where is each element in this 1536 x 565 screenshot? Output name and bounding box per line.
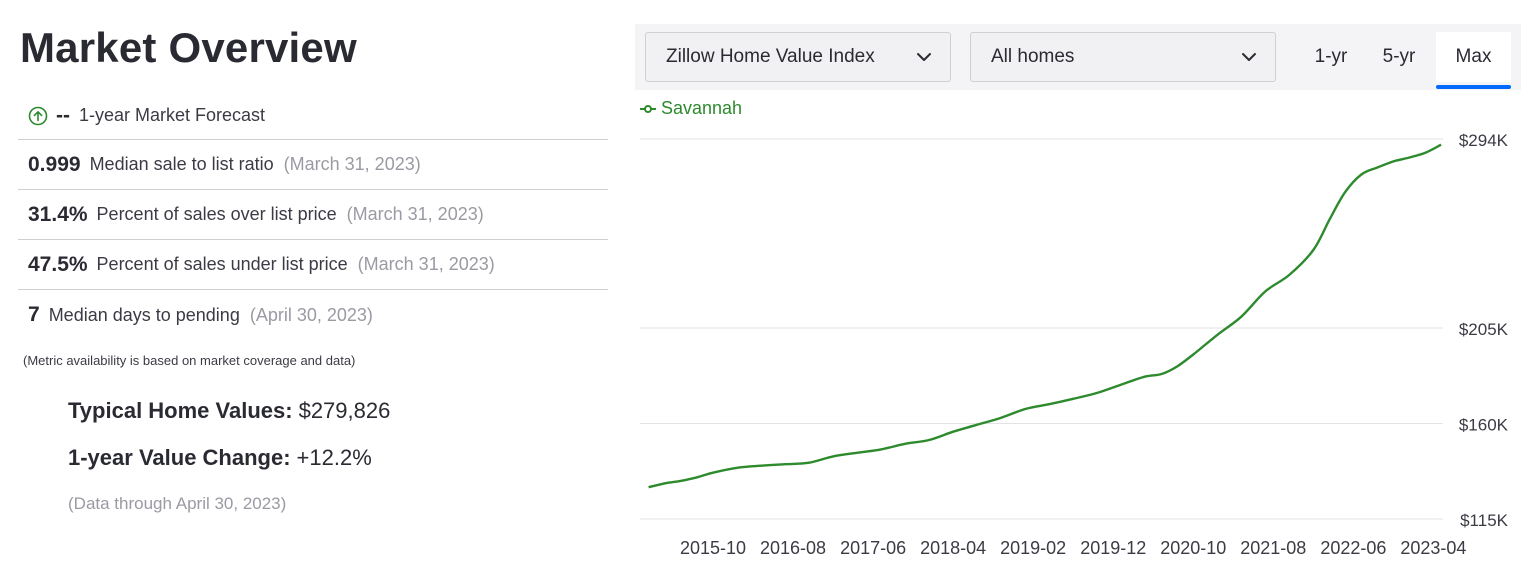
series-line-savannah: [648, 143, 1442, 489]
typical-home-values-label: Typical Home Values:: [68, 398, 293, 423]
index-select-value: Zillow Home Value Index: [666, 46, 875, 67]
arrow-up-circle-icon: [28, 106, 48, 126]
home-value-chart: $294K $205K $160K $115K 2015-10 2016-08 2017-0…: [640, 131, 1509, 558]
y-tick-label: $115K: [1460, 511, 1509, 530]
metric-row-over-list: 31.4% Percent of sales over list price (…: [18, 190, 608, 240]
metric-value: --: [56, 103, 70, 127]
metric-row-under-list: 47.5% Percent of sales under list price …: [18, 240, 608, 290]
x-tick-label: 2019-12: [1080, 538, 1146, 558]
x-tick-label: 2021-08: [1240, 538, 1306, 558]
metric-value: 31.4%: [28, 202, 88, 226]
home-type-select[interactable]: All homes: [970, 32, 1276, 82]
range-5yr-button[interactable]: 5-yr: [1382, 46, 1416, 67]
y-tick-label: $160K: [1459, 415, 1509, 434]
metric-row-forecast: -- 1-year Market Forecast: [18, 92, 608, 140]
market-overview-panel: Market Overview -- 1-year Market Forecas…: [0, 0, 620, 565]
y-tick-label: $205K: [1459, 320, 1509, 339]
metric-row-days-pending: 7 Median days to pending (April 30, 2023…: [18, 290, 608, 340]
range-1yr-button[interactable]: 1-yr: [1314, 46, 1348, 67]
metric-label: Percent of sales over list price: [96, 204, 337, 224]
data-through-date: (Data through April 30, 2023): [68, 494, 287, 513]
metric-availability-note: (Metric availability is based on market …: [23, 353, 356, 368]
active-range-indicator: [1436, 85, 1511, 89]
metric-date: (March 31, 2023): [346, 204, 484, 224]
x-tick-label: 2022-06: [1320, 538, 1386, 558]
typical-home-values-value: $279,826: [298, 398, 391, 423]
legend-line-marker-icon: [640, 104, 656, 113]
chevron-down-icon: [1242, 53, 1256, 61]
value-change-value: +12.2%: [296, 445, 372, 470]
typical-home-values: Typical Home Values: $279,826: [68, 398, 390, 424]
index-select[interactable]: Zillow Home Value Index: [645, 32, 951, 82]
metric-value: 0.999: [28, 152, 81, 176]
x-tick-label: 2015-10: [680, 538, 746, 558]
metric-label: 1-year Market Forecast: [79, 105, 266, 125]
x-tick-label: 2017-06: [840, 538, 906, 558]
metric-label: Percent of sales under list price: [96, 254, 348, 274]
chart-panel: Zillow Home Value Index All homes 1-yr 5…: [635, 24, 1521, 565]
y-tick-label: $294K: [1459, 131, 1509, 150]
metric-label: Median sale to list ratio: [89, 154, 274, 174]
metric-value: 7: [28, 303, 40, 326]
chevron-down-icon: [917, 53, 931, 61]
x-tick-label: 2018-04: [920, 538, 986, 558]
metric-date: (March 31, 2023): [357, 254, 495, 274]
x-tick-label: 2023-04: [1400, 538, 1466, 558]
chart-legend: Savannah: [640, 98, 742, 119]
metrics-list: -- 1-year Market Forecast 0.999 Median s…: [18, 92, 608, 340]
metric-row-sale-to-list: 0.999 Median sale to list ratio (March 3…: [18, 140, 608, 190]
metric-date: (March 31, 2023): [283, 154, 421, 174]
metric-date: (April 30, 2023): [249, 304, 373, 325]
x-tick-label: 2016-08: [760, 538, 826, 558]
metric-value: 47.5%: [28, 252, 88, 276]
legend-series-name: Savannah: [661, 98, 743, 118]
page-title: Market Overview: [20, 24, 357, 71]
home-type-select-value: All homes: [991, 46, 1075, 67]
value-change-label: 1-year Value Change:: [68, 445, 291, 470]
one-year-value-change: 1-year Value Change: +12.2%: [68, 445, 372, 471]
metric-label: Median days to pending: [48, 304, 240, 325]
x-tick-label: 2019-02: [1000, 538, 1066, 558]
x-tick-label: 2020-10: [1160, 538, 1226, 558]
range-max-button[interactable]: Max: [1436, 32, 1511, 82]
